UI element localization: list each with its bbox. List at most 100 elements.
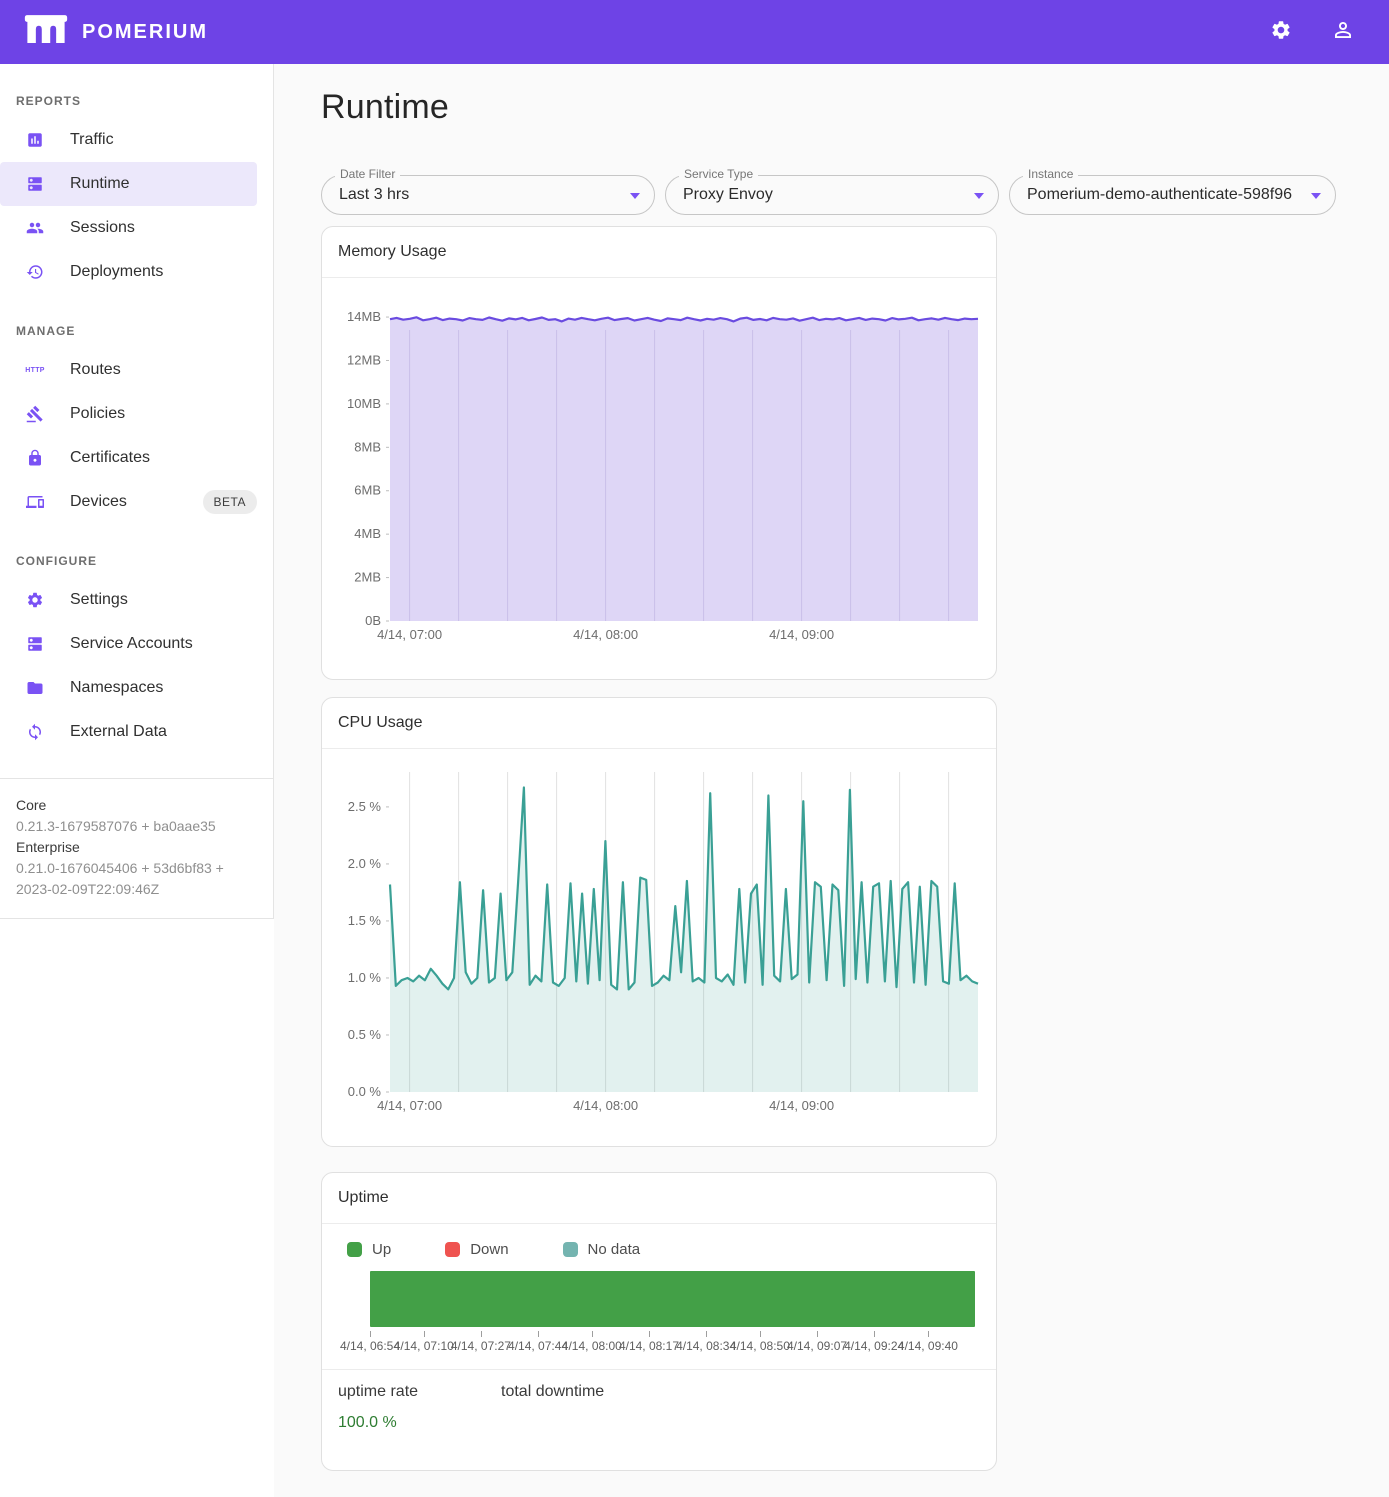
up-legend-label: Up <box>372 1241 391 1258</box>
axis-tick <box>649 1331 650 1337</box>
sidebar-item-sessions[interactable]: Sessions <box>0 206 273 250</box>
axis-tick-label: 4/14, 06:54 <box>340 1339 400 1353</box>
svg-text:0.5 %: 0.5 % <box>348 1027 382 1042</box>
sidebar-item-service-accounts[interactable]: Service Accounts <box>0 622 273 666</box>
sidebar-item-settings[interactable]: Settings <box>0 578 273 622</box>
down-legend-swatch <box>445 1242 460 1257</box>
brand[interactable]: POMERIUM <box>24 15 208 49</box>
brand-name: POMERIUM <box>82 21 208 44</box>
sidebar-item-runtime[interactable]: Runtime <box>0 162 257 206</box>
sidebar-item-namespaces[interactable]: Namespaces <box>0 666 273 710</box>
axis-tick-label: 4/14, 08:17 <box>619 1339 679 1353</box>
sync-icon <box>26 723 44 741</box>
sidebar-item-label: Certificates <box>70 449 150 467</box>
sidebar-item-label: Routes <box>70 361 121 379</box>
enterprise-version-value: 0.21.0-1676045406 + 53d6bf83 + 2023-02-0… <box>16 858 251 900</box>
uptime-card: Uptime Up Down No data 4/14, 06:544/14, … <box>321 1172 997 1471</box>
svg-text:2.0 %: 2.0 % <box>348 856 382 871</box>
core-version-label: Core <box>16 795 257 816</box>
total-downtime-value <box>501 1414 664 1433</box>
sidebar-item-external-data[interactable]: External Data <box>0 710 273 754</box>
http-icon: HTTP <box>26 361 44 379</box>
axis-tick-label: 4/14, 07:27 <box>451 1339 511 1353</box>
section-title-configure: CONFIGURE <box>0 546 273 578</box>
axis-tick <box>817 1331 818 1337</box>
date-filter-select[interactable]: Date Filter Last 3 hrs <box>321 175 655 215</box>
uptime-rate-label: uptime rate <box>338 1383 501 1401</box>
svg-text:8MB: 8MB <box>354 439 381 454</box>
svg-text:4/14, 08:00: 4/14, 08:00 <box>573 1098 638 1113</box>
svg-text:4/14, 08:00: 4/14, 08:00 <box>573 627 638 642</box>
cpu-usage-title: CPU Usage <box>322 698 996 749</box>
uptime-axis: 4/14, 06:544/14, 07:104/14, 07:274/14, 0… <box>370 1327 975 1361</box>
axis-tick <box>481 1331 482 1337</box>
sidebar-item-traffic[interactable]: Traffic <box>0 118 273 162</box>
uptime-stats: uptime rate 100.0 % total downtime <box>322 1369 996 1446</box>
sidebar-item-label: Deployments <box>70 263 163 281</box>
axis-tick-label: 4/14, 09:40 <box>898 1339 958 1353</box>
sidebar-item-label: Devices <box>70 493 127 511</box>
settings-gear-button[interactable] <box>1259 10 1303 54</box>
devices-icon <box>26 493 44 511</box>
sidebar-item-label: Runtime <box>70 175 130 193</box>
chevron-down-icon <box>1311 193 1321 199</box>
svg-text:1.0 %: 1.0 % <box>348 970 382 985</box>
svg-text:4/14, 07:00: 4/14, 07:00 <box>377 627 442 642</box>
axis-tick <box>760 1331 761 1337</box>
bar-chart-icon <box>26 131 44 149</box>
chevron-down-icon <box>630 193 640 199</box>
date-filter-label: Date Filter <box>335 167 400 181</box>
history-icon <box>26 263 44 281</box>
axis-tick-label: 4/14, 07:10 <box>394 1339 454 1353</box>
service-type-value: Proxy Envoy <box>683 186 773 204</box>
gavel-icon <box>26 405 44 423</box>
instance-label: Instance <box>1023 167 1078 181</box>
sidebar: REPORTS Traffic Runtime Sessions Deploym… <box>0 64 274 1497</box>
axis-tick-label: 4/14, 07:44 <box>508 1339 568 1353</box>
axis-tick <box>874 1331 875 1337</box>
no-data-legend-swatch <box>563 1242 578 1257</box>
dns-icon <box>26 175 44 193</box>
axis-tick-label: 4/14, 08:34 <box>676 1339 736 1353</box>
uptime-bar-area: 4/14, 06:544/14, 07:104/14, 07:274/14, 0… <box>370 1271 975 1361</box>
sidebar-item-certificates[interactable]: Certificates BETA <box>0 436 273 480</box>
axis-tick <box>928 1331 929 1337</box>
sidebar-item-routes[interactable]: HTTP Routes <box>0 348 273 392</box>
sidebar-item-devices[interactable]: Devices BETA <box>0 480 273 524</box>
cpu-usage-card: CPU Usage 2.5 %2.0 %1.5 %1.0 %0.5 %0.0 %… <box>321 697 997 1147</box>
svg-text:6MB: 6MB <box>354 483 381 498</box>
svg-text:10MB: 10MB <box>347 396 381 411</box>
axis-tick-label: 4/14, 09:24 <box>844 1339 904 1353</box>
uptime-bar <box>370 1271 975 1327</box>
total-downtime-label: total downtime <box>501 1383 664 1401</box>
svg-text:12MB: 12MB <box>347 352 381 367</box>
people-icon <box>26 219 44 237</box>
chevron-down-icon <box>974 193 984 199</box>
pomerium-logo-icon <box>24 15 68 49</box>
gear-icon <box>1270 19 1292 46</box>
sidebar-item-label: Sessions <box>70 219 135 237</box>
svg-text:0.0 %: 0.0 % <box>348 1084 382 1099</box>
svg-text:14MB: 14MB <box>347 309 381 324</box>
service-type-select[interactable]: Service Type Proxy Envoy <box>665 175 999 215</box>
memory-usage-title: Memory Usage <box>322 227 996 278</box>
page-title: Runtime <box>321 88 1389 127</box>
sidebar-item-label: Policies <box>70 405 125 423</box>
main-content: Runtime Date Filter Last 3 hrs Service T… <box>274 64 1389 1497</box>
uptime-title: Uptime <box>322 1173 996 1224</box>
svg-text:4MB: 4MB <box>354 526 381 541</box>
legend-item-down: Down <box>445 1241 508 1258</box>
no-data-legend-label: No data <box>588 1241 641 1258</box>
sidebar-item-label: External Data <box>70 723 167 741</box>
axis-tick-label: 4/14, 09:07 <box>787 1339 847 1353</box>
sidebar-item-policies[interactable]: Policies <box>0 392 273 436</box>
sidebar-item-label: Service Accounts <box>70 635 193 653</box>
instance-select[interactable]: Instance Pomerium-demo-authenticate-598f… <box>1009 175 1336 215</box>
filters-row: Date Filter Last 3 hrs Service Type Prox… <box>321 175 1389 215</box>
uptime-segment-up <box>370 1271 975 1327</box>
user-account-button[interactable] <box>1321 10 1365 54</box>
sidebar-item-label: Settings <box>70 591 128 609</box>
sidebar-item-deployments[interactable]: Deployments <box>0 250 273 294</box>
axis-tick <box>592 1331 593 1337</box>
axis-tick <box>706 1331 707 1337</box>
